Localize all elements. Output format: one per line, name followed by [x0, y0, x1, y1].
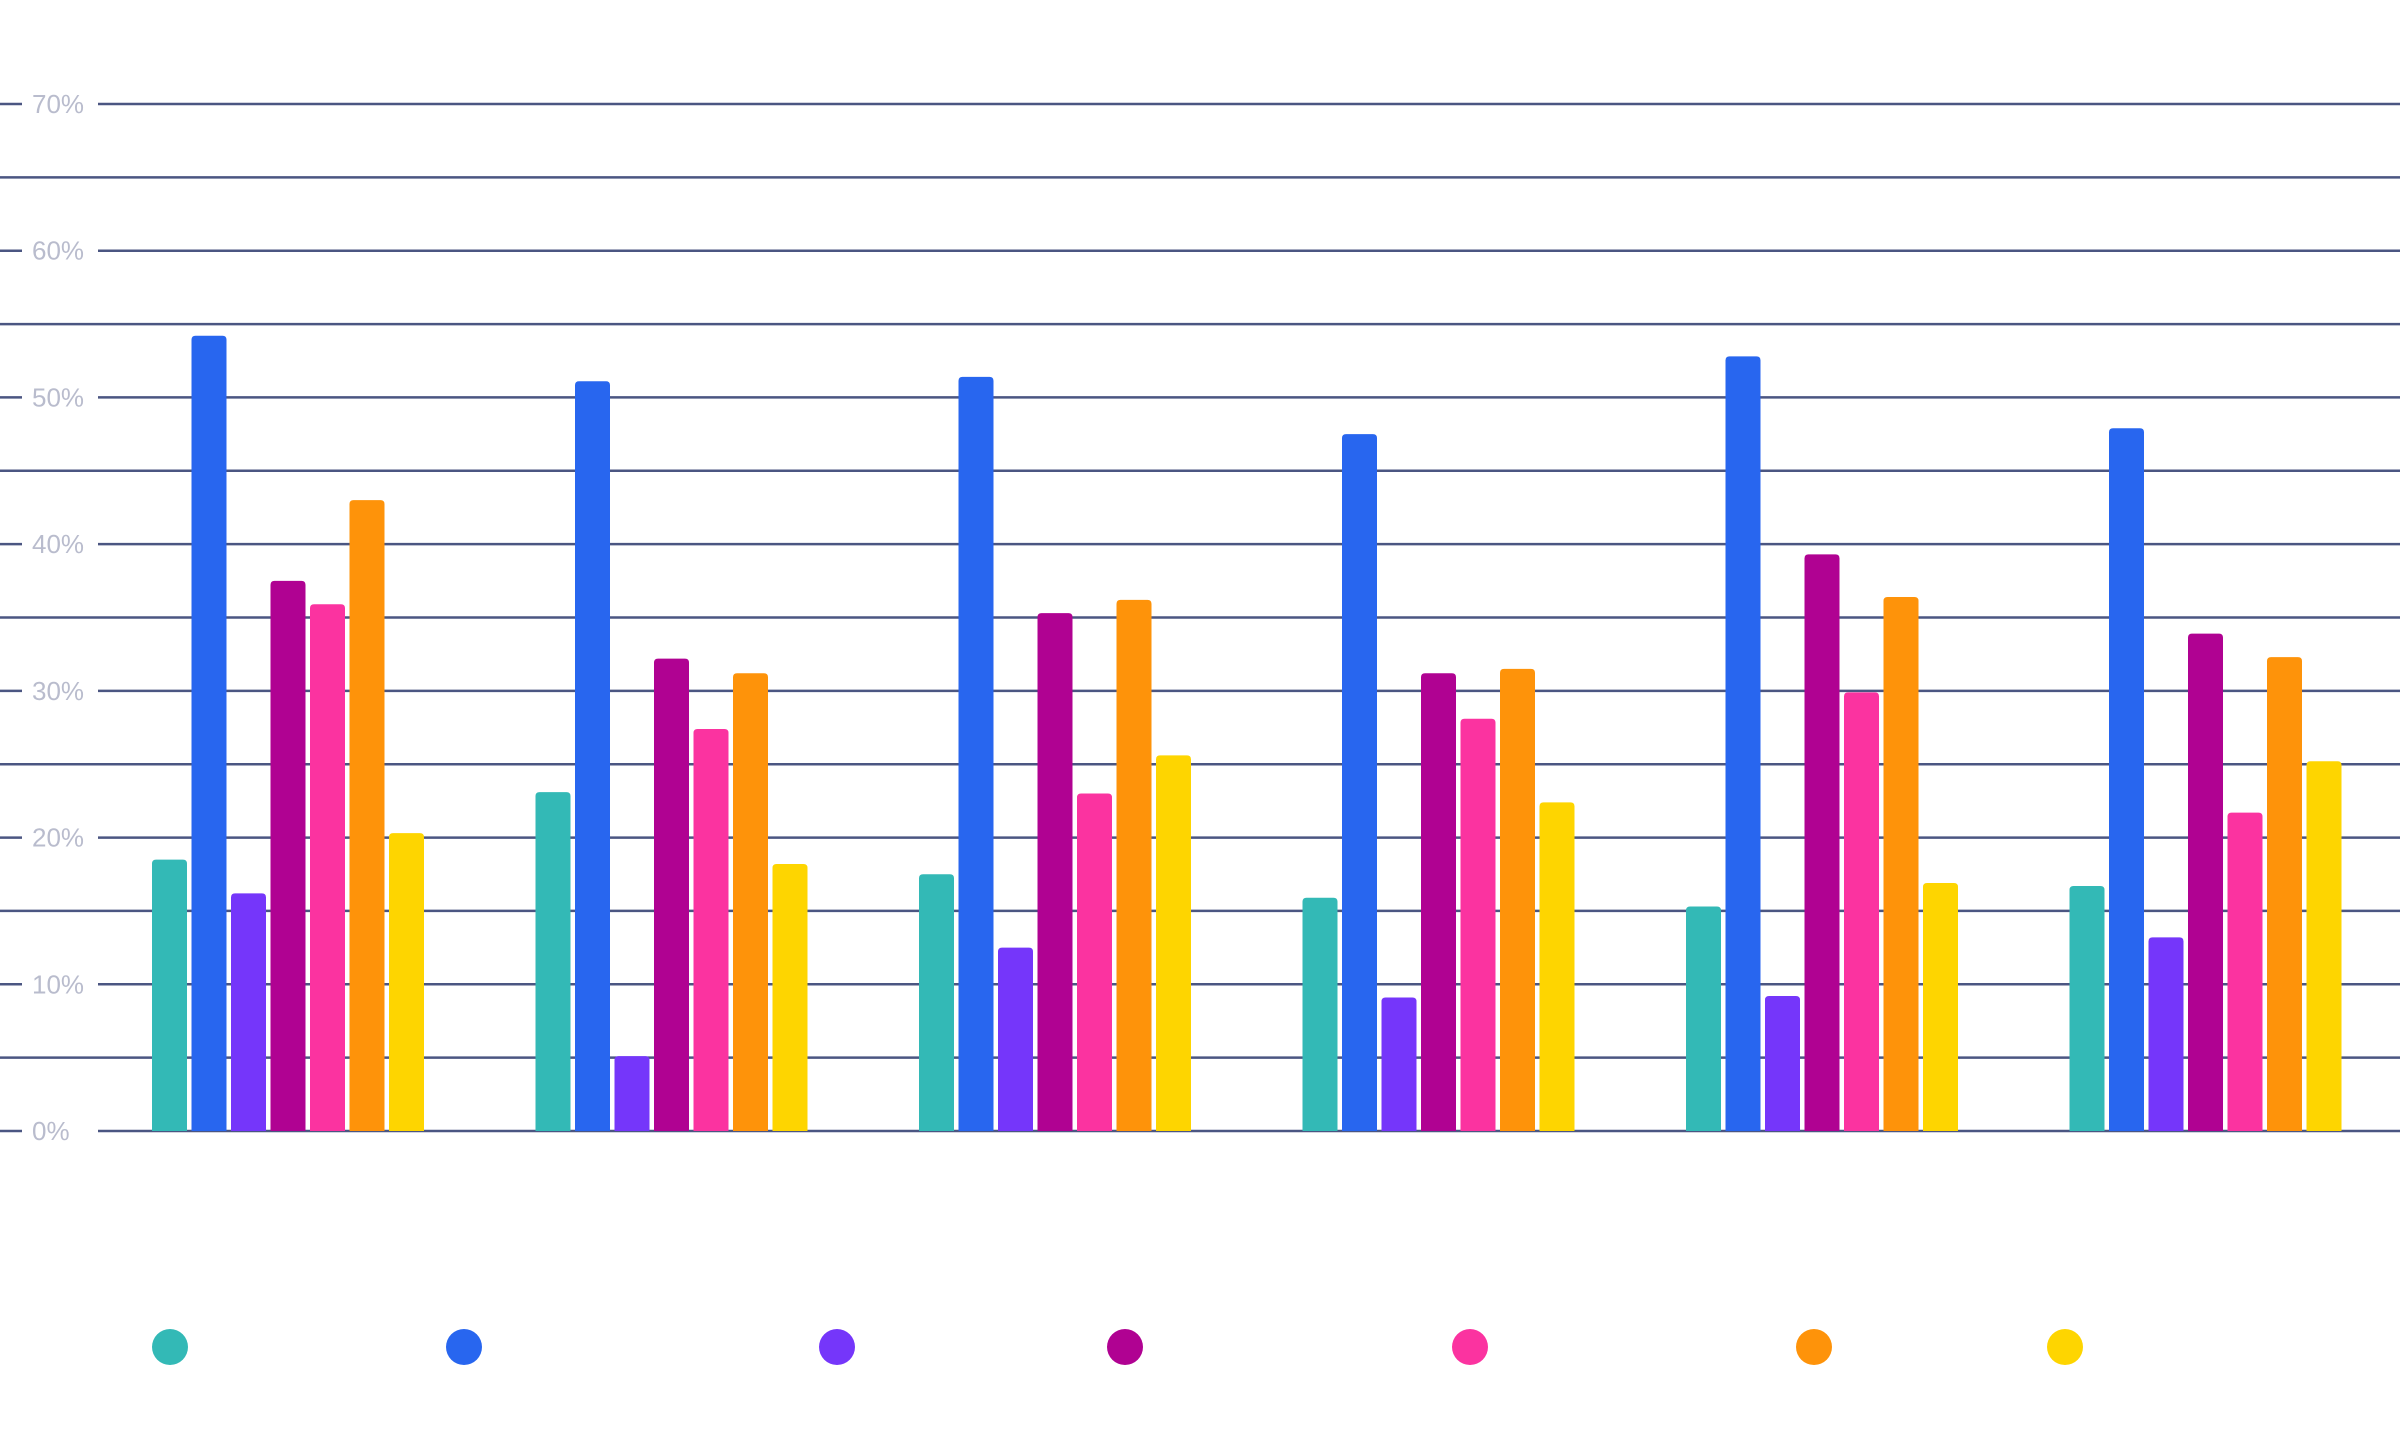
y-tick-label: 20% [32, 823, 84, 853]
bar [1686, 906, 1721, 1131]
bar [1539, 802, 1575, 1131]
bar [1077, 793, 1112, 1131]
bar [231, 893, 266, 1131]
bar [1500, 668, 1535, 1131]
y-tick-label: 40% [32, 529, 84, 559]
bar [1883, 596, 1919, 1131]
bar [614, 1056, 650, 1131]
bar [152, 859, 187, 1131]
legend-marker [1107, 1329, 1143, 1365]
bar [654, 658, 689, 1131]
y-tick-label: 70% [32, 89, 84, 119]
bar [535, 792, 571, 1131]
bar [1844, 692, 1879, 1131]
bar [2227, 812, 2263, 1131]
legend-marker [819, 1329, 855, 1365]
bar [1116, 599, 1152, 1131]
legend-marker [2047, 1329, 2083, 1365]
bar [1765, 996, 1800, 1131]
bar [733, 673, 768, 1131]
bar [772, 863, 808, 1131]
bar [1804, 554, 1840, 1131]
bar [191, 335, 227, 1131]
bar [1923, 883, 1958, 1131]
bar [998, 947, 1033, 1131]
y-tick-label: 0% [32, 1116, 70, 1146]
bar [2188, 633, 2223, 1131]
bar [310, 604, 345, 1131]
bar [1725, 356, 1761, 1131]
bar [1421, 673, 1456, 1131]
bar [2267, 657, 2302, 1131]
bar [693, 729, 729, 1131]
bar [1156, 755, 1191, 1131]
legend-marker [446, 1329, 482, 1365]
bar [1302, 897, 1338, 1131]
bar [1037, 613, 1073, 1131]
y-tick-label: 50% [32, 382, 84, 412]
bar [2109, 428, 2144, 1131]
legend-marker [1796, 1329, 1832, 1365]
bar [1460, 718, 1496, 1131]
y-tick-label: 60% [32, 236, 84, 266]
bar [2069, 885, 2105, 1131]
bar [349, 500, 385, 1132]
bar [2148, 937, 2184, 1131]
legend-marker [1452, 1329, 1488, 1365]
y-tick-label: 10% [32, 969, 84, 999]
bar [919, 874, 954, 1131]
bar [2306, 761, 2342, 1131]
bar [389, 833, 424, 1131]
bar [1381, 997, 1417, 1131]
bar [1342, 434, 1377, 1131]
bar [270, 580, 306, 1131]
legend-marker [152, 1329, 188, 1365]
y-tick-label: 30% [32, 676, 84, 706]
bar [958, 376, 994, 1132]
bar [575, 381, 610, 1131]
